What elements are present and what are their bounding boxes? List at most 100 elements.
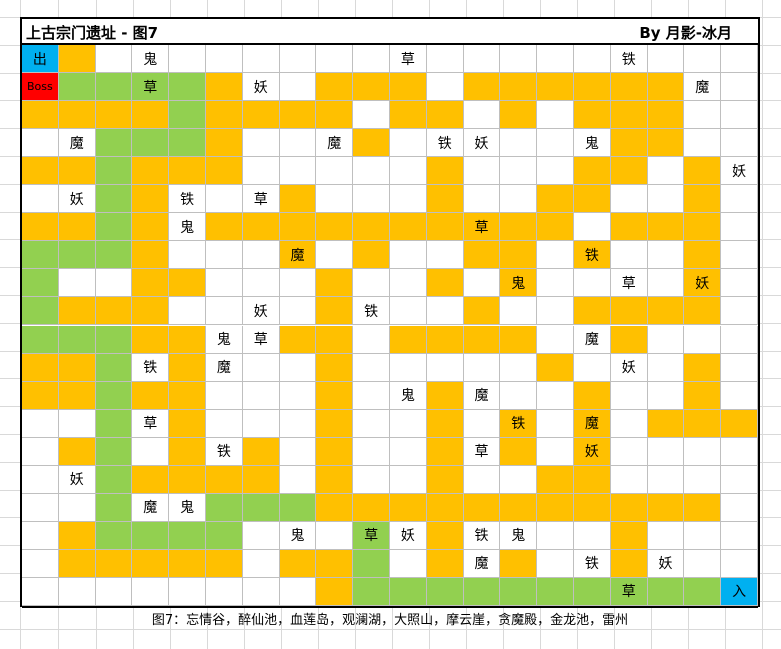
map-cell <box>132 437 170 466</box>
map-cell: 草 <box>610 577 648 606</box>
map-cell <box>316 521 354 550</box>
map-cell <box>684 549 722 578</box>
map-cell <box>610 549 648 578</box>
map-cell <box>22 381 59 410</box>
map-cell <box>353 157 390 186</box>
map-cell <box>95 437 133 466</box>
map-cell <box>684 241 722 270</box>
map-cell <box>647 409 685 438</box>
cell-label: 妖 <box>621 360 636 377</box>
map-cell <box>610 325 648 354</box>
map-cell <box>242 241 280 270</box>
cell-label: 铁 <box>437 135 452 152</box>
map-cell <box>95 269 133 298</box>
map-cell <box>22 185 59 214</box>
map-cell <box>206 269 243 298</box>
cell-label: 魔 <box>69 135 84 152</box>
map-cell <box>684 493 722 522</box>
map-cell <box>537 101 574 130</box>
cell-label: 铁 <box>364 303 379 320</box>
cell-label: 草 <box>474 219 489 236</box>
map-cell <box>574 213 611 242</box>
map-cell <box>279 549 317 578</box>
map-cell <box>574 157 611 186</box>
map-cell <box>95 157 133 186</box>
map-cell <box>684 381 722 410</box>
map-cell <box>95 297 133 326</box>
map-cell <box>58 353 96 382</box>
map-cell <box>684 577 722 606</box>
map-cell <box>647 381 685 410</box>
map-cell <box>22 549 59 578</box>
map-cell <box>242 577 280 606</box>
map-cell <box>390 577 427 606</box>
map-cell <box>721 129 758 158</box>
map-cell: 鬼 <box>169 213 206 242</box>
map-cell <box>721 241 758 270</box>
map-cell <box>279 465 317 494</box>
map-cell <box>242 101 280 130</box>
map-cell <box>95 185 133 214</box>
map-cell <box>537 409 574 438</box>
map-cell <box>279 269 317 298</box>
map-cell <box>22 521 59 550</box>
map-cell <box>500 325 538 354</box>
map-cell <box>22 353 59 382</box>
map-cell <box>684 129 722 158</box>
map-cell <box>463 185 501 214</box>
map-cell: 妖 <box>463 129 501 158</box>
map-cell <box>22 297 59 326</box>
map-cell <box>132 465 170 494</box>
map-cell <box>316 241 354 270</box>
map-cell <box>206 73 243 102</box>
map-cell <box>22 269 59 298</box>
cell-label: 鬼 <box>511 528 526 545</box>
cell-label: 草 <box>253 191 268 208</box>
map-cell <box>684 353 722 382</box>
map-cell <box>610 185 648 214</box>
map-cell <box>353 213 390 242</box>
map-cell <box>537 269 574 298</box>
map-cell <box>242 549 280 578</box>
cell-label: 草 <box>364 528 379 545</box>
map-cell <box>610 101 648 130</box>
map-cell: 铁 <box>169 185 206 214</box>
map-cell: 鬼 <box>500 269 538 298</box>
map-cell: 草 <box>132 73 170 102</box>
map-cell <box>316 297 354 326</box>
map-cell <box>390 409 427 438</box>
map-cell <box>426 157 464 186</box>
map-cell <box>353 353 390 382</box>
map-cell <box>463 101 501 130</box>
map-cell <box>58 213 96 242</box>
map-caption: 图7：忘情谷，醉仙池，血莲岛，观澜湖，大照山，摩云崖，贪魔殿，金龙池，雷州 <box>22 606 758 633</box>
map-cell: 草 <box>463 437 501 466</box>
map-cell <box>500 437 538 466</box>
map-cell <box>574 381 611 410</box>
map-cell <box>426 353 464 382</box>
map-cell: 妖 <box>390 521 427 550</box>
map-cell: 妖 <box>58 185 96 214</box>
map-cell <box>463 577 501 606</box>
map-cell <box>316 353 354 382</box>
map-cell <box>684 45 722 74</box>
map-cell <box>610 521 648 550</box>
map-cell <box>279 185 317 214</box>
author-credit: By 月影-冰月 <box>639 24 732 42</box>
map-cell: 草 <box>390 45 427 74</box>
map-cell <box>647 185 685 214</box>
map-cell <box>132 549 170 578</box>
map-cell: Boss <box>22 73 59 102</box>
map-cell <box>647 129 685 158</box>
map-cell <box>279 213 317 242</box>
map-cell <box>610 213 648 242</box>
map-cell <box>206 577 243 606</box>
map-cell <box>426 409 464 438</box>
map-cell <box>463 297 501 326</box>
map-cell: 铁 <box>574 549 611 578</box>
map-cell <box>647 297 685 326</box>
map-cell <box>500 45 538 74</box>
map-cell <box>58 297 96 326</box>
map-cell <box>610 129 648 158</box>
map-cell <box>95 521 133 550</box>
